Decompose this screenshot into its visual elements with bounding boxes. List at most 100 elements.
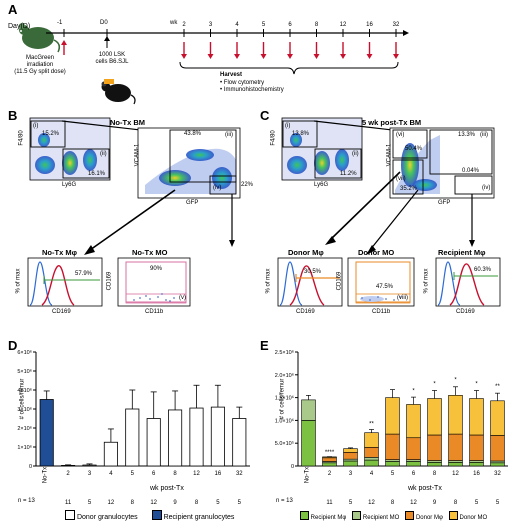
d-legend: Donor granulocytes Recipient granulocyte… bbox=[65, 510, 234, 521]
c-pct-iii: 13.3% bbox=[458, 132, 476, 138]
c-pct-i: 13.8% bbox=[292, 131, 310, 137]
week-tick-label: 8 bbox=[315, 22, 319, 28]
legend-donor-monocyte: Donor MO bbox=[448, 511, 487, 521]
e-bar-segment bbox=[364, 447, 379, 458]
c-gate-iii: (iii) bbox=[480, 132, 488, 138]
legend-donor-granulocytes: Donor granulocytes bbox=[65, 510, 138, 521]
week-tick-label: 16 bbox=[366, 22, 373, 28]
d-x-tick-label: 3 bbox=[88, 471, 92, 477]
legend-recipient-macrophage: Recipient Mφ bbox=[300, 511, 346, 521]
d-n-value: 12 bbox=[150, 500, 157, 506]
e-y-tick-label: 1.5×10⁶ bbox=[275, 395, 294, 402]
e-x-tick-label: 16 bbox=[473, 471, 480, 477]
e-bar-segment bbox=[343, 460, 358, 467]
e-significance: * bbox=[433, 381, 436, 387]
d-y-tick-label: 1×10⁶ bbox=[17, 444, 32, 451]
e-n-value: 8 bbox=[391, 500, 395, 506]
day-minus1-label: -1 bbox=[57, 20, 63, 26]
d-n-value: 9 bbox=[173, 500, 177, 506]
harvest-arrow-head bbox=[313, 54, 320, 59]
legend-swatch bbox=[448, 511, 458, 520]
e-n-value: 9 bbox=[433, 500, 437, 506]
day0-label: D0 bbox=[100, 20, 108, 26]
c-hist1-xaxis: CD169 bbox=[296, 309, 315, 315]
harvest-arrow-head bbox=[260, 54, 267, 59]
legend-recipient-granulocytes: Recipient granulocytes bbox=[151, 510, 234, 521]
harvest-arrow-head bbox=[207, 54, 214, 59]
e-bar-segment bbox=[469, 462, 484, 467]
e-bar-segment bbox=[427, 398, 442, 436]
c-title: 5 wk post-Tx BM bbox=[362, 118, 422, 127]
e-x-tick-label: 32 bbox=[494, 471, 501, 477]
e-bar-segment bbox=[385, 397, 400, 435]
d-n-value: 5 bbox=[216, 500, 220, 506]
week-tick-label: 3 bbox=[209, 22, 213, 28]
c-gate-vi: (vi) bbox=[396, 132, 405, 138]
week-tick-label: 12 bbox=[340, 22, 347, 28]
d-n-value: 5 bbox=[238, 500, 242, 506]
e-significance: * bbox=[475, 381, 478, 387]
b-hist1-xaxis: CD169 bbox=[52, 309, 71, 315]
d-n-value: 11 bbox=[65, 500, 72, 506]
e-x-tick-label: 6 bbox=[412, 471, 416, 477]
d-n-label: n = 13 bbox=[18, 498, 35, 504]
e-bar-segment bbox=[385, 433, 400, 460]
e-bar-segment bbox=[343, 452, 358, 460]
e-y-tick-label: 1.0×10⁶ bbox=[275, 417, 294, 424]
e-x-tick-label: 2 bbox=[328, 471, 332, 477]
d-xlabel: wk post-Tx bbox=[150, 485, 184, 492]
b-hist-notx-monocyte bbox=[117, 257, 191, 307]
d-x-tick-label: 12 bbox=[193, 471, 200, 477]
e-bar-segment bbox=[406, 437, 421, 460]
e-bar-segment bbox=[322, 462, 337, 467]
harvest-arrow-head bbox=[181, 54, 187, 59]
e-y-tick-label: 2.5×10⁶ bbox=[275, 349, 294, 356]
b-pct-iv: 22% bbox=[241, 182, 254, 188]
c-hist2-title: Donor MO bbox=[358, 248, 395, 257]
e-significance: * bbox=[412, 388, 415, 394]
e-y-tick-label: 2.0×10⁶ bbox=[275, 372, 294, 379]
d-y-tick-label: 6×10⁶ bbox=[17, 349, 32, 356]
b-gate-ii: (ii) bbox=[100, 151, 107, 157]
week-tick-label: 2 bbox=[182, 22, 186, 28]
b-gate-i: (i) bbox=[33, 123, 39, 129]
c-gate-i: (i) bbox=[285, 123, 291, 129]
e-x-tick-label: 12 bbox=[452, 471, 459, 477]
week-tick-label: 32 bbox=[393, 22, 400, 28]
week-tick-label: 5 bbox=[262, 22, 266, 28]
e-n-value: 5 bbox=[349, 500, 353, 506]
b-hist-notx-macrophage bbox=[27, 257, 103, 307]
e-bar-segment bbox=[490, 400, 505, 436]
donor-description: 1000 LSK cells B6.SJL bbox=[95, 52, 129, 65]
week-tick-label: 6 bbox=[288, 22, 292, 28]
d-x-tick-label: 4 bbox=[109, 471, 113, 477]
e-n-value: 8 bbox=[454, 500, 458, 506]
e-bar-segment bbox=[490, 462, 505, 467]
panel-label-a: A bbox=[8, 2, 18, 17]
e-n-value: 12 bbox=[368, 500, 375, 506]
d-x-tick-label: 6 bbox=[152, 471, 156, 477]
e-x-tick-label: 3 bbox=[349, 471, 353, 477]
harvest-item: • Immunohistochemistry bbox=[220, 87, 284, 93]
d-n-value: 5 bbox=[88, 500, 92, 506]
c-hist3-title: Recipient Mφ bbox=[438, 248, 486, 257]
legend-swatch bbox=[65, 510, 75, 520]
b-gate-iii: (iii) bbox=[225, 132, 233, 138]
b-f480-ly6g-plot bbox=[29, 117, 111, 181]
c-gate-ii: (ii) bbox=[352, 151, 359, 157]
panel-label-e: E bbox=[260, 338, 269, 353]
d-y-tick-label: 4×10⁶ bbox=[17, 387, 32, 394]
b-hist1-pct: 57.9% bbox=[75, 271, 93, 277]
e-bar-segment bbox=[469, 434, 484, 461]
d-y-tick-label: 2×10⁶ bbox=[17, 425, 32, 432]
b-gfp-axis: GFP bbox=[186, 200, 199, 206]
panel-label-c: C bbox=[260, 108, 270, 123]
e-x-tick-label: 4 bbox=[370, 471, 374, 477]
d-y-tick-label: 5×10⁶ bbox=[17, 368, 32, 375]
c-gfp-axis: GFP bbox=[438, 200, 451, 206]
c-ly6g-axis: Ly6G bbox=[314, 182, 329, 188]
b-gate-v: (v) bbox=[179, 295, 186, 301]
e-bar-segment bbox=[427, 434, 442, 461]
e-x-tick-label: 8 bbox=[433, 471, 437, 477]
timeline-graphic: 2 3 4 5 6 8 12 16 32 bbox=[19, 22, 409, 105]
